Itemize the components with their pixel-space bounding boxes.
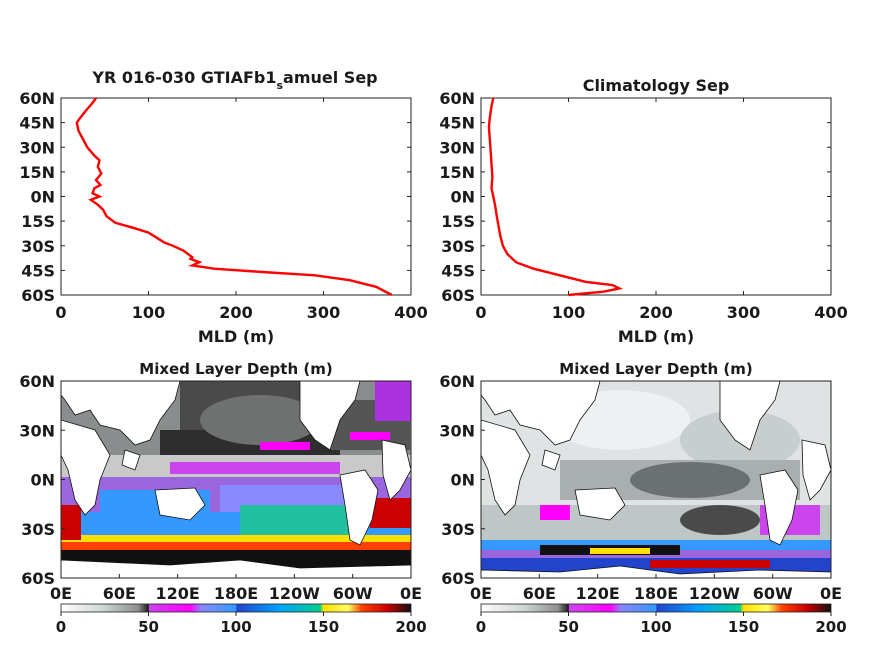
colorbar-tick-label: 150 bbox=[728, 618, 759, 636]
x-tick-label: 180E bbox=[214, 584, 258, 603]
mld-map-model bbox=[61, 381, 411, 578]
x-tick-label: 200 bbox=[639, 303, 672, 322]
colorbar-tick-label: 100 bbox=[640, 618, 671, 636]
y-tick-label: 60N bbox=[19, 89, 55, 108]
y-tick-label: 60N bbox=[439, 372, 475, 391]
x-tick-label: 0 bbox=[55, 303, 66, 322]
y-tick-label: 0N bbox=[450, 188, 475, 207]
colorbar-tick-label: 200 bbox=[395, 618, 426, 636]
colorbar-ticks: 0 50 100 150 200 bbox=[476, 612, 847, 636]
panel-title: YR 016-030 GTIAFb1samuel Sep bbox=[91, 68, 377, 92]
panel-model-map: Mixed Layer Depth (m) bbox=[19, 360, 426, 636]
x-tick-label: 60E bbox=[523, 584, 556, 603]
x-tick-label: 0E bbox=[820, 584, 842, 603]
x-tick-label: 120W bbox=[689, 584, 740, 603]
mld-line-model bbox=[75, 97, 393, 297]
x-tick-label: 400 bbox=[394, 303, 427, 322]
y-tick-label: 30N bbox=[19, 138, 55, 157]
y-tick-label: 30S bbox=[21, 237, 55, 256]
axis-ticks: 0 100 200 300 400 60N 45N 30N 15N 0N 15S 30S 45S 60S bbox=[19, 89, 427, 322]
panel-title: Climatology Sep bbox=[583, 76, 730, 95]
x-tick-label: 60W bbox=[333, 584, 373, 603]
y-tick-label: 45N bbox=[439, 114, 475, 133]
mld-map-climatology bbox=[481, 381, 831, 578]
y-tick-label: 30S bbox=[441, 520, 475, 539]
axis-ticks: 0E 60E 120E 180E 120W 60W 0E 60N 30N 0N 30S 60S bbox=[439, 372, 842, 603]
x-tick-label: 0E bbox=[50, 584, 72, 603]
colorbar bbox=[480, 603, 832, 613]
x-tick-label: 400 bbox=[814, 303, 847, 322]
plot-area bbox=[60, 97, 412, 296]
x-tick-label: 60W bbox=[753, 584, 793, 603]
y-tick-label: 30N bbox=[439, 138, 475, 157]
y-tick-label: 60N bbox=[439, 89, 475, 108]
y-tick-label: 60N bbox=[19, 372, 55, 391]
colorbar-ticks: 0 50 100 150 200 bbox=[56, 612, 427, 636]
x-tick-label: 100 bbox=[552, 303, 585, 322]
y-tick-label: 0N bbox=[450, 471, 475, 490]
mld-line-climatology bbox=[487, 97, 624, 297]
panel-climatology-map: Mixed Layer Depth (m) bbox=[439, 360, 846, 636]
x-tick-label: 0 bbox=[475, 303, 486, 322]
y-tick-label: 15N bbox=[439, 163, 475, 182]
y-tick-label: 60S bbox=[21, 569, 55, 588]
panel-model-profile: YR 016-030 GTIAFb1samuel Sep 0 100 200 300 4… bbox=[19, 68, 427, 346]
x-axis-label: MLD (m) bbox=[618, 327, 694, 346]
y-tick-label: 45S bbox=[21, 261, 55, 280]
y-tick-label: 15S bbox=[441, 212, 475, 231]
panel-title: Mixed Layer Depth (m) bbox=[559, 360, 752, 378]
colorbar-tick-label: 50 bbox=[558, 618, 579, 636]
plot-area bbox=[480, 97, 832, 296]
colorbar-tick-label: 150 bbox=[308, 618, 339, 636]
axis-ticks: 0E 60E 120E 180E 120W 60W 0E 60N 30N 0N 30S 60S bbox=[19, 372, 422, 603]
y-tick-label: 30N bbox=[439, 421, 475, 440]
y-tick-label: 30N bbox=[19, 421, 55, 440]
panel-climatology-profile: Climatology Sep 0 100 200 300 400 60N 45N 30N 15… bbox=[439, 76, 847, 346]
y-tick-label: 0N bbox=[30, 471, 55, 490]
y-tick-label: 60S bbox=[441, 286, 475, 305]
y-tick-label: 0N bbox=[30, 188, 55, 207]
x-tick-label: 120W bbox=[269, 584, 320, 603]
y-tick-label: 45N bbox=[19, 114, 55, 133]
colorbar bbox=[60, 603, 412, 613]
panel-title: Mixed Layer Depth (m) bbox=[139, 360, 332, 378]
colorbar-tick-label: 0 bbox=[476, 618, 486, 636]
x-tick-label: 100 bbox=[132, 303, 165, 322]
y-tick-label: 30S bbox=[441, 237, 475, 256]
y-tick-label: 15S bbox=[21, 212, 55, 231]
y-tick-label: 15N bbox=[19, 163, 55, 182]
y-tick-label: 30S bbox=[21, 520, 55, 539]
colorbar-tick-label: 200 bbox=[815, 618, 846, 636]
colorbar-tick-label: 0 bbox=[56, 618, 66, 636]
y-tick-label: 60S bbox=[21, 286, 55, 305]
y-tick-label: 60S bbox=[441, 569, 475, 588]
axis-ticks: 0 100 200 300 400 60N 45N 30N 15N 0N 15S 30S 45S 60S bbox=[439, 89, 847, 322]
x-tick-label: 120E bbox=[156, 584, 200, 603]
y-tick-label: 45S bbox=[441, 261, 475, 280]
x-tick-label: 0E bbox=[400, 584, 422, 603]
x-axis-label: MLD (m) bbox=[198, 327, 274, 346]
x-tick-label: 300 bbox=[307, 303, 340, 322]
x-tick-label: 180E bbox=[634, 584, 678, 603]
x-tick-label: 300 bbox=[727, 303, 760, 322]
x-tick-label: 120E bbox=[576, 584, 620, 603]
x-tick-label: 60E bbox=[103, 584, 136, 603]
colorbar-tick-label: 100 bbox=[220, 618, 251, 636]
x-tick-label: 200 bbox=[219, 303, 252, 322]
colorbar-tick-label: 50 bbox=[138, 618, 159, 636]
x-tick-label: 0E bbox=[470, 584, 492, 603]
